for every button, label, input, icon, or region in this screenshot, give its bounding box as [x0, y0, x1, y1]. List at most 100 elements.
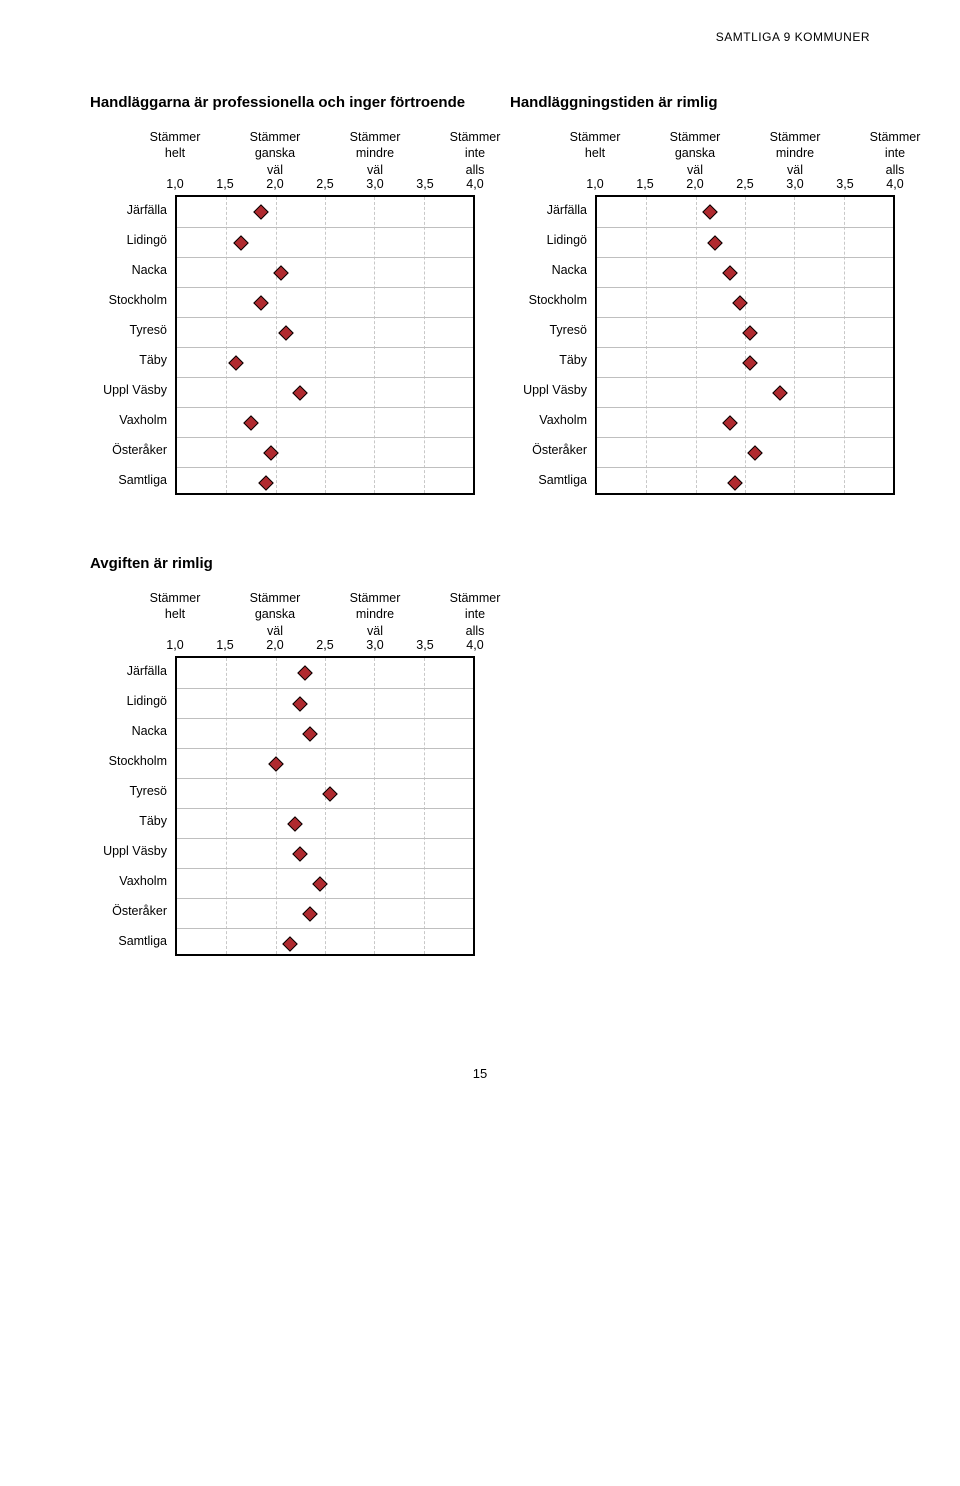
y-axis-label: Tyresö	[90, 776, 175, 806]
axis-tick: 1,5	[636, 177, 653, 191]
chart-title: Avgiften är rimlig	[90, 555, 475, 572]
data-marker	[708, 235, 724, 251]
plot-row	[177, 718, 473, 748]
plot-row	[597, 317, 893, 347]
axis-category-label: Stämmerganskaväl	[250, 129, 301, 178]
plot-row	[177, 287, 473, 317]
chart-row-bottom: Avgiften är rimlig StämmerheltStämmergans…	[90, 555, 900, 956]
plot-row	[177, 778, 473, 808]
y-axis-label: Österåker	[510, 435, 595, 465]
data-marker	[302, 726, 318, 742]
axis-tick: 2,0	[266, 177, 283, 191]
axis-tick: 1,5	[216, 177, 233, 191]
plot-row	[177, 658, 473, 688]
axis-tick: 3,0	[366, 638, 383, 652]
data-marker	[742, 325, 758, 341]
axis-category-label: Stämmerintealls	[450, 129, 501, 178]
data-marker	[293, 696, 309, 712]
data-marker	[772, 385, 788, 401]
y-axis-label: Täby	[90, 806, 175, 836]
data-marker	[253, 204, 269, 220]
data-marker	[233, 235, 249, 251]
data-marker	[322, 786, 338, 802]
plot-row	[597, 257, 893, 287]
y-axis-label: Uppl Väsby	[90, 375, 175, 405]
plot-row	[177, 808, 473, 838]
y-axis-label: Vaxholm	[510, 405, 595, 435]
y-axis-label: Tyresö	[90, 315, 175, 345]
axis-tick: 4,0	[886, 177, 903, 191]
y-axis-label: Vaxholm	[90, 405, 175, 435]
plot-row	[177, 347, 473, 377]
plot-area	[175, 195, 475, 495]
axis-category-label: Stämmerhelt	[150, 129, 201, 162]
plot-row	[177, 377, 473, 407]
y-axis-label: Österåker	[90, 435, 175, 465]
axis-tick: 3,5	[416, 177, 433, 191]
axis-tick: 3,0	[366, 177, 383, 191]
data-marker	[727, 475, 743, 491]
data-marker	[278, 325, 294, 341]
y-axis-label: Täby	[510, 345, 595, 375]
plot-area	[595, 195, 895, 495]
axis-category-label: Stämmermindreväl	[350, 129, 401, 178]
y-axis-label: Stockholm	[90, 285, 175, 315]
chart-title: Handläggningstiden är rimlig	[510, 94, 895, 111]
data-marker	[263, 445, 279, 461]
y-axis-label: Stockholm	[90, 746, 175, 776]
plot-row	[177, 688, 473, 718]
plot-row	[597, 407, 893, 437]
plot-row	[597, 467, 893, 497]
data-marker	[243, 415, 259, 431]
data-marker	[302, 906, 318, 922]
axis-tick: 1,0	[166, 177, 183, 191]
data-marker	[722, 415, 738, 431]
axis-tick: 3,0	[786, 177, 803, 191]
axis-tick: 2,0	[686, 177, 703, 191]
axis-category-label: Stämmerintealls	[450, 590, 501, 639]
axis-tick: 1,0	[166, 638, 183, 652]
plot-row	[597, 287, 893, 317]
y-axis-label: Lidingö	[90, 225, 175, 255]
axis-category-labels: StämmerheltStämmerganskavälStämmermindre…	[175, 590, 475, 638]
y-axis-label: Nacka	[90, 255, 175, 285]
plot-row	[177, 407, 473, 437]
y-axis-label: Järfälla	[90, 195, 175, 225]
plot-row	[177, 838, 473, 868]
y-axis-label: Österåker	[90, 896, 175, 926]
plot-row	[177, 898, 473, 928]
axis-category-label: Stämmermindreväl	[770, 129, 821, 178]
axis-category-label: Stämmerintealls	[870, 129, 921, 178]
axis-category-labels: StämmerheltStämmerganskavälStämmermindre…	[175, 129, 475, 177]
axis-category-label: Stämmerhelt	[570, 129, 621, 162]
y-axis-label: Nacka	[510, 255, 595, 285]
data-marker	[312, 876, 328, 892]
data-marker	[273, 265, 289, 281]
y-axis-label: Tyresö	[510, 315, 595, 345]
data-marker	[293, 846, 309, 862]
data-marker	[293, 385, 309, 401]
data-marker	[742, 355, 758, 371]
y-axis-label: Nacka	[90, 716, 175, 746]
axis-tick: 3,5	[836, 177, 853, 191]
axis-category-labels: StämmerheltStämmerganskavälStämmermindre…	[595, 129, 895, 177]
axis-tick: 1,0	[586, 177, 603, 191]
axis-tick: 1,5	[216, 638, 233, 652]
axis-tick-labels: 1,01,52,02,53,03,54,0	[175, 638, 475, 656]
axis-tick: 2,5	[736, 177, 753, 191]
chart-row-top: Handläggarna är professionella och inger…	[90, 94, 900, 495]
y-axis-label: Lidingö	[510, 225, 595, 255]
plot-row	[177, 437, 473, 467]
data-marker	[258, 475, 274, 491]
data-marker	[268, 756, 284, 772]
chart-avgiften: Avgiften är rimlig StämmerheltStämmergans…	[90, 555, 475, 956]
data-marker	[747, 445, 763, 461]
axis-tick-labels: 1,01,52,02,53,03,54,0	[175, 177, 475, 195]
page-header: SAMTLIGA 9 KOMMUNER	[0, 0, 960, 54]
y-axis-label: Lidingö	[90, 686, 175, 716]
plot-row	[177, 467, 473, 497]
y-axis-labels: JärfällaLidingöNackaStockholmTyresöTäbyU…	[90, 195, 175, 495]
page-number: 15	[0, 1046, 960, 1111]
plot-row	[597, 377, 893, 407]
plot-row	[597, 437, 893, 467]
